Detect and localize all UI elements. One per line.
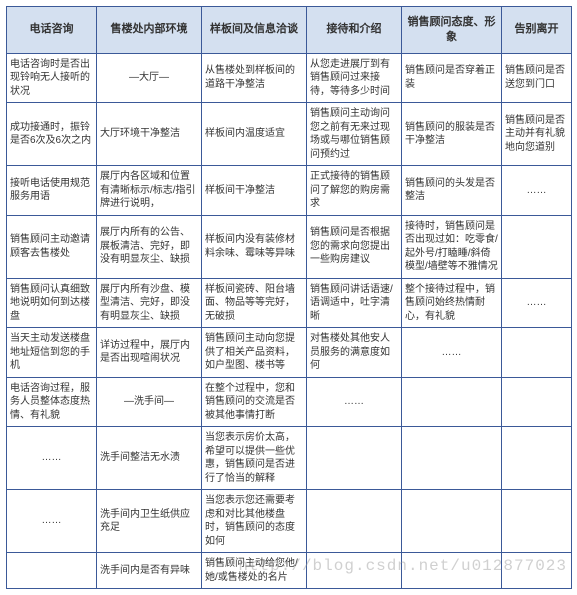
cell xyxy=(402,553,502,589)
header-cell: 售楼处内部环境 xyxy=(97,7,202,54)
cell: 销售顾问认真细致地说明如何到达楼盘 xyxy=(7,278,97,328)
cell: …… xyxy=(7,490,97,553)
cell: 从售楼处到样板间的道路干净整洁 xyxy=(202,53,307,103)
cell: 销售顾问讲话语速/语调适中，吐字清晰 xyxy=(307,278,402,328)
cell: 大厅环境干净整洁 xyxy=(97,103,202,166)
cell: 样板间干净整洁 xyxy=(202,166,307,216)
cell xyxy=(502,427,572,490)
cell xyxy=(307,427,402,490)
cell: 展厅内所有的公告、展板清洁、完好，即没有明显灰尘、缺损 xyxy=(97,215,202,278)
cell: 展厅内所有沙盘、模型清洁、完好，即没有明显灰尘、缺损 xyxy=(97,278,202,328)
cell xyxy=(402,377,502,427)
cell: 销售顾问主动询问您之前有无来过现场或与哪位销售顾问预约过 xyxy=(307,103,402,166)
cell: …… xyxy=(307,377,402,427)
cell: 洗手间整洁无水渍 xyxy=(97,427,202,490)
evaluation-table: 电话咨询 售楼处内部环境 样板间及信息洽谈 接待和介绍 销售顾问态度、形象 告别… xyxy=(6,6,572,589)
cell: —大厅— xyxy=(97,53,202,103)
table-row: 销售顾问认真细致地说明如何到达楼盘 展厅内所有沙盘、模型清洁、完好，即没有明显灰… xyxy=(7,278,572,328)
cell: …… xyxy=(502,166,572,216)
cell: 成功接通时，振铃是否6次及6次之内 xyxy=(7,103,97,166)
cell xyxy=(502,490,572,553)
cell xyxy=(307,553,402,589)
cell: 样板间内温度适宜 xyxy=(202,103,307,166)
cell: 销售顾问的头发是否整洁 xyxy=(402,166,502,216)
cell: 销售顾问是否主动并有礼貌地向您道别 xyxy=(502,103,572,166)
cell: 样板间瓷砖、阳台墙面、物品等等完好，无破损 xyxy=(202,278,307,328)
cell: 销售顾问是否送您到门口 xyxy=(502,53,572,103)
cell: —洗手间— xyxy=(97,377,202,427)
table-row: …… 洗手间整洁无水渍 当您表示房价太高，希望可以提供一些优惠，销售顾问是否进行… xyxy=(7,427,572,490)
cell: 电话咨询过程，服务人员整体态度热情、有礼貌 xyxy=(7,377,97,427)
cell: 销售顾问是否穿着正装 xyxy=(402,53,502,103)
cell xyxy=(502,377,572,427)
table-row: 成功接通时，振铃是否6次及6次之内 大厅环境干净整洁 样板间内温度适宜 销售顾问… xyxy=(7,103,572,166)
cell: 正式接待的销售顾问了解您的购房需求 xyxy=(307,166,402,216)
cell xyxy=(7,553,97,589)
cell: 当您表示房价太高，希望可以提供一些优惠，销售顾问是否进行了恰当的解释 xyxy=(202,427,307,490)
cell xyxy=(307,490,402,553)
cell: 洗手间内是否有异味 xyxy=(97,553,202,589)
cell xyxy=(402,490,502,553)
header-cell: 样板间及信息洽谈 xyxy=(202,7,307,54)
cell: 样板间内没有装修材料余味、霉味等异味 xyxy=(202,215,307,278)
cell: 接听电话使用规范服务用语 xyxy=(7,166,97,216)
cell: 销售顾问主动向您提供了相关产品资料，如户型图、楼书等 xyxy=(202,328,307,378)
cell: 展厅内各区域和位置有清晰标示/标志/指引牌进行说明， xyxy=(97,166,202,216)
cell: 详访过程中，展厅内是否出现喧闹状况 xyxy=(97,328,202,378)
table-row: 洗手间内是否有异味 销售顾问主动给您他/她/或售楼处的名片 xyxy=(7,553,572,589)
cell: 销售顾问的服装是否干净整洁 xyxy=(402,103,502,166)
cell: 对售楼处其他安人员服务的满意度如何 xyxy=(307,328,402,378)
cell: …… xyxy=(402,328,502,378)
table-row: 销售顾问主动邀请顾客去售楼处 展厅内所有的公告、展板清洁、完好，即没有明显灰尘、… xyxy=(7,215,572,278)
cell: 接待时，销售顾问是否出现过如：吃零食/起外号/打瞌睡/斜倚模型/墙壁等不雅情况 xyxy=(402,215,502,278)
cell: …… xyxy=(7,427,97,490)
table-row: 接听电话使用规范服务用语 展厅内各区域和位置有清晰标示/标志/指引牌进行说明， … xyxy=(7,166,572,216)
cell xyxy=(502,215,572,278)
cell xyxy=(502,553,572,589)
table-body: 电话咨询时是否出现铃响无人接听的状况 —大厅— 从售楼处到样板间的道路干净整洁 … xyxy=(7,53,572,589)
table-row: 当天主动发送楼盘地址短信到您的手机 详访过程中，展厅内是否出现喧闹状况 销售顾问… xyxy=(7,328,572,378)
table-row: …… 洗手间内卫生纸供应充足 当您表示您还需要考虑和对比其他楼盘时，销售顾问的态… xyxy=(7,490,572,553)
table-row: 电话咨询过程，服务人员整体态度热情、有礼貌 —洗手间— 在整个过程中，您和销售顾… xyxy=(7,377,572,427)
cell xyxy=(402,427,502,490)
header-cell: 销售顾问态度、形象 xyxy=(402,7,502,54)
cell: 销售顾问主动邀请顾客去售楼处 xyxy=(7,215,97,278)
cell: …… xyxy=(502,278,572,328)
header-cell: 告别离开 xyxy=(502,7,572,54)
cell: 洗手间内卫生纸供应充足 xyxy=(97,490,202,553)
cell: 销售顾问是否根据您的需求向您提出一些购房建议 xyxy=(307,215,402,278)
cell: 电话咨询时是否出现铃响无人接听的状况 xyxy=(7,53,97,103)
header-row: 电话咨询 售楼处内部环境 样板间及信息洽谈 接待和介绍 销售顾问态度、形象 告别… xyxy=(7,7,572,54)
cell: 整个接待过程中，销售顾问始终热情耐心，有礼貌 xyxy=(402,278,502,328)
header-cell: 接待和介绍 xyxy=(307,7,402,54)
cell: 销售顾问主动给您他/她/或售楼处的名片 xyxy=(202,553,307,589)
cell: 当天主动发送楼盘地址短信到您的手机 xyxy=(7,328,97,378)
table-row: 电话咨询时是否出现铃响无人接听的状况 —大厅— 从售楼处到样板间的道路干净整洁 … xyxy=(7,53,572,103)
cell: 当您表示您还需要考虑和对比其他楼盘时，销售顾问的态度如何 xyxy=(202,490,307,553)
cell: 从您走进展厅到有销售顾问过来接待，等待多少时间 xyxy=(307,53,402,103)
header-cell: 电话咨询 xyxy=(7,7,97,54)
cell: 在整个过程中，您和销售顾问的交流是否被其他事情打断 xyxy=(202,377,307,427)
cell xyxy=(502,328,572,378)
